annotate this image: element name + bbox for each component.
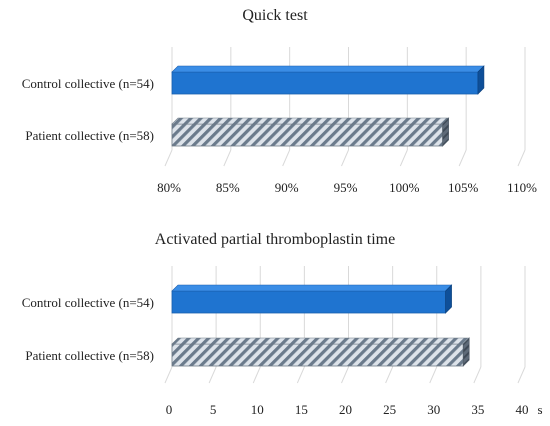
bar-patient <box>171 343 464 367</box>
x-tick-label: 80% <box>157 180 181 195</box>
x-tick-label: 40 <box>516 402 529 417</box>
bar-control-side <box>445 284 452 314</box>
bar-patient-top <box>171 337 470 345</box>
x-tick-label: 35 <box>471 402 484 417</box>
chart-title-1: Quick test <box>242 7 308 24</box>
x-tick-label: 95% <box>334 180 358 195</box>
gridline-depth <box>473 366 482 384</box>
gridline-depth <box>296 366 305 384</box>
gridline-depth <box>223 149 232 167</box>
gridline-depth <box>429 366 438 384</box>
gridline-depth <box>385 366 394 384</box>
gridline-depth <box>341 149 349 167</box>
x-tick-label: 5 <box>210 402 217 417</box>
bar-control-top <box>171 65 485 73</box>
bar-control <box>171 290 446 314</box>
bar-patient-top <box>171 117 450 125</box>
x-tick-label: 15 <box>295 402 308 417</box>
gridline-depth <box>208 366 217 384</box>
gridline-depth <box>164 149 173 167</box>
bar-control-top <box>171 284 453 292</box>
gridline-depth <box>399 149 408 167</box>
x-unit-label: s <box>537 402 542 417</box>
x-tick-label: 0 <box>166 402 173 417</box>
gridline-depth <box>458 149 467 167</box>
bar-patient-side <box>462 337 470 367</box>
x-tick-label: 30 <box>427 402 440 417</box>
bar-control-side <box>477 65 485 95</box>
x-tick-label: 100% <box>389 180 420 195</box>
x-tick-label: 10 <box>251 402 264 417</box>
category-label: Control collective (n=54) <box>22 76 154 91</box>
gridline-depth <box>282 149 291 167</box>
bar-patient-side <box>442 117 449 147</box>
x-tick-label: 105% <box>448 180 479 195</box>
x-tick-label: 110% <box>507 180 537 195</box>
gridline-depth <box>341 366 349 384</box>
gridline-depth <box>517 149 526 167</box>
category-label: Patient collective (n=58) <box>25 128 154 143</box>
x-tick-label: 20 <box>339 402 352 417</box>
x-tick-label: 90% <box>275 180 299 195</box>
x-tick-label: 85% <box>216 180 240 195</box>
gridline-depth <box>164 366 173 384</box>
bar-patient <box>171 123 444 147</box>
x-tick-label: 25 <box>383 402 396 417</box>
category-label: Control collective (n=54) <box>22 295 154 310</box>
category-label: Patient collective (n=58) <box>25 348 154 363</box>
bar-control <box>171 71 479 95</box>
gridline-depth <box>517 366 526 384</box>
chart-title-2: Activated partial thromboplastin time <box>155 231 395 248</box>
gridline-depth <box>252 366 261 384</box>
